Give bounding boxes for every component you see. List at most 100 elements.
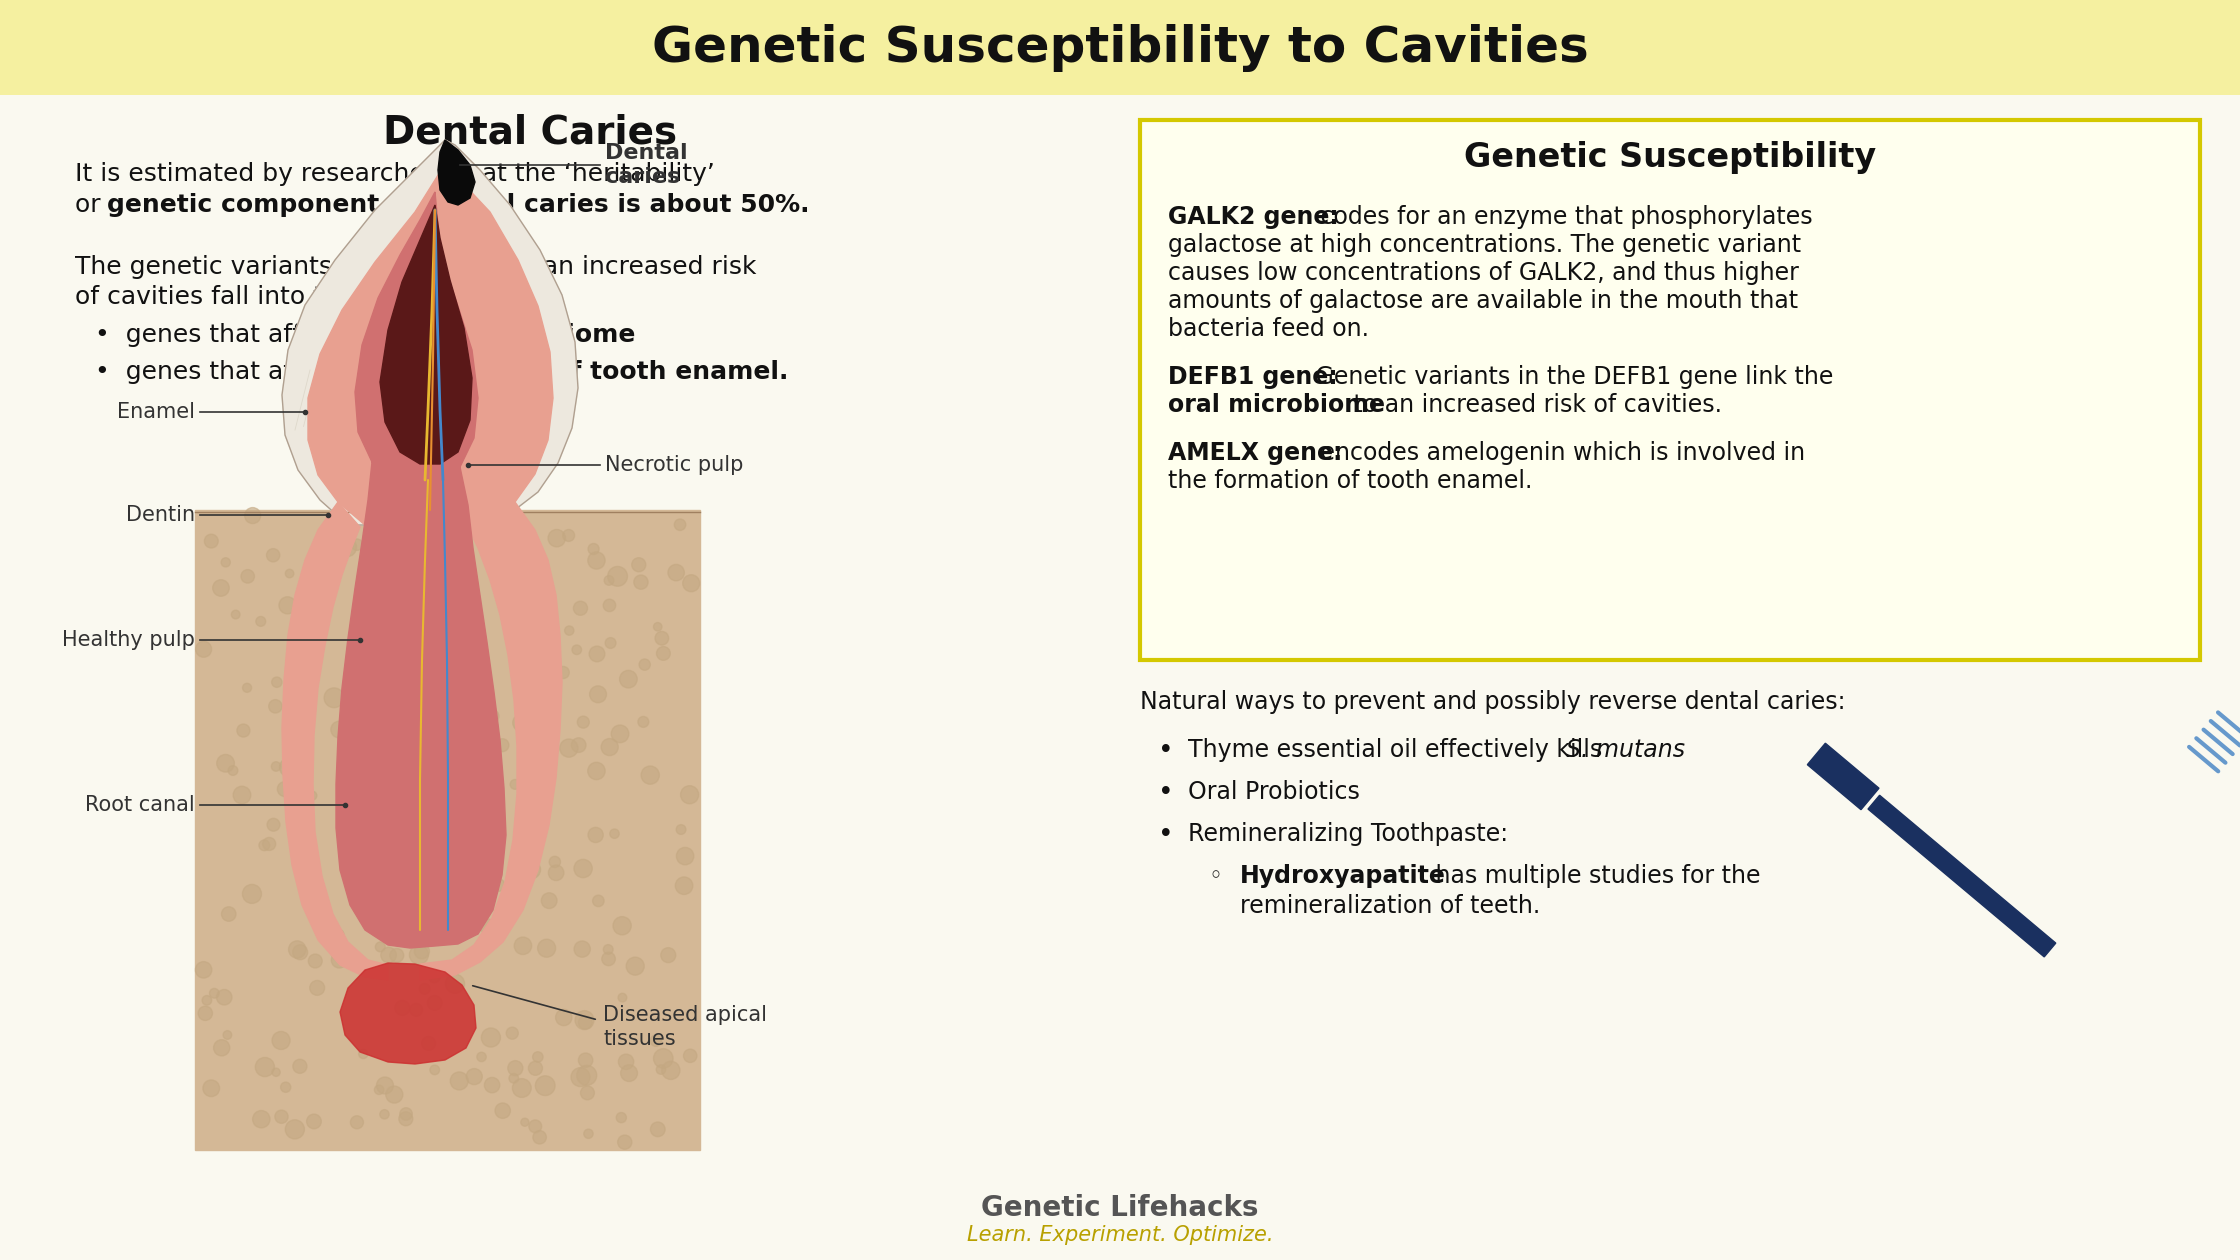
Circle shape	[466, 1068, 482, 1085]
Circle shape	[484, 731, 493, 740]
Circle shape	[589, 828, 603, 843]
Circle shape	[538, 726, 556, 746]
Text: Necrotic pulp: Necrotic pulp	[605, 455, 744, 475]
Text: •: •	[1158, 780, 1174, 806]
Circle shape	[529, 1061, 542, 1075]
Circle shape	[627, 958, 645, 975]
Circle shape	[390, 949, 403, 963]
Circle shape	[242, 683, 251, 692]
Circle shape	[513, 714, 531, 731]
Circle shape	[600, 738, 618, 756]
Text: Natural ways to prevent and possibly reverse dental caries:: Natural ways to prevent and possibly rev…	[1140, 690, 1846, 714]
Circle shape	[376, 942, 385, 951]
Circle shape	[587, 552, 605, 570]
Circle shape	[347, 818, 367, 837]
Circle shape	[314, 606, 329, 621]
Circle shape	[271, 677, 282, 688]
Circle shape	[349, 1116, 363, 1129]
Circle shape	[448, 598, 461, 611]
Circle shape	[650, 1121, 665, 1137]
Circle shape	[314, 606, 323, 614]
Circle shape	[255, 1057, 276, 1076]
Text: It is estimated by researchers that the ‘heritability’: It is estimated by researchers that the …	[74, 163, 715, 186]
Text: the formation of tooth enamel.: the formation of tooth enamel.	[1167, 469, 1532, 493]
Circle shape	[231, 610, 240, 619]
Circle shape	[676, 824, 685, 834]
Circle shape	[370, 532, 390, 551]
Circle shape	[267, 548, 280, 562]
Circle shape	[603, 600, 616, 611]
Circle shape	[506, 1027, 517, 1039]
Circle shape	[589, 543, 598, 554]
Text: Genetic variants in the DEFB1 gene link the: Genetic variants in the DEFB1 gene link …	[1308, 365, 1832, 389]
Circle shape	[452, 753, 473, 772]
Circle shape	[473, 949, 482, 958]
Circle shape	[603, 945, 614, 954]
Circle shape	[428, 970, 441, 983]
Text: of cavities fall into two categories:: of cavities fall into two categories:	[74, 285, 506, 309]
Text: genetic component of dental caries is about 50%.: genetic component of dental caries is ab…	[108, 193, 809, 217]
Circle shape	[280, 1082, 291, 1092]
Circle shape	[605, 576, 614, 585]
Text: Genetic Lifehacks: Genetic Lifehacks	[981, 1194, 1259, 1222]
Text: remineralization of teeth.: remineralization of teeth.	[1241, 895, 1541, 919]
Circle shape	[419, 984, 430, 994]
Text: ◦: ◦	[1207, 864, 1221, 888]
Circle shape	[614, 916, 632, 935]
Circle shape	[430, 931, 446, 945]
Circle shape	[573, 859, 591, 878]
Circle shape	[612, 724, 629, 742]
Circle shape	[457, 741, 470, 752]
Circle shape	[589, 646, 605, 662]
Circle shape	[620, 1065, 638, 1081]
Circle shape	[542, 646, 556, 660]
Circle shape	[370, 814, 388, 830]
Polygon shape	[282, 501, 388, 980]
Text: Hydroxyapatite: Hydroxyapatite	[1241, 864, 1445, 888]
Circle shape	[228, 766, 237, 775]
Circle shape	[576, 1011, 594, 1029]
Circle shape	[522, 1118, 529, 1126]
Circle shape	[271, 762, 280, 771]
Circle shape	[401, 529, 414, 544]
Circle shape	[197, 1007, 213, 1021]
Circle shape	[428, 995, 441, 1011]
Circle shape	[202, 995, 213, 1005]
Circle shape	[571, 645, 582, 654]
Circle shape	[222, 907, 235, 921]
Circle shape	[587, 762, 605, 780]
Circle shape	[560, 738, 578, 757]
Circle shape	[325, 688, 345, 708]
Circle shape	[323, 525, 340, 543]
Circle shape	[618, 1055, 634, 1070]
Text: Dentin: Dentin	[125, 505, 195, 525]
Circle shape	[533, 1052, 542, 1062]
Circle shape	[589, 685, 607, 703]
Circle shape	[549, 529, 564, 547]
Circle shape	[558, 667, 569, 679]
Circle shape	[464, 866, 479, 881]
Circle shape	[455, 864, 461, 873]
Circle shape	[410, 789, 426, 804]
Circle shape	[654, 631, 670, 645]
Circle shape	[562, 529, 576, 542]
Circle shape	[556, 1009, 571, 1026]
Text: encodes amelogenin which is involved in: encodes amelogenin which is involved in	[1313, 441, 1805, 465]
Circle shape	[654, 1048, 672, 1068]
Polygon shape	[195, 510, 699, 1150]
Circle shape	[278, 781, 291, 796]
Circle shape	[352, 673, 358, 682]
Circle shape	[365, 524, 385, 543]
Circle shape	[468, 643, 484, 659]
Circle shape	[280, 597, 296, 614]
Circle shape	[661, 948, 676, 963]
Circle shape	[506, 519, 522, 534]
Circle shape	[338, 538, 356, 557]
Circle shape	[325, 549, 336, 561]
Circle shape	[452, 635, 464, 646]
Text: Root canal: Root canal	[85, 795, 195, 815]
Circle shape	[260, 840, 269, 851]
Circle shape	[594, 895, 605, 907]
Circle shape	[508, 1074, 520, 1084]
Circle shape	[538, 774, 549, 784]
